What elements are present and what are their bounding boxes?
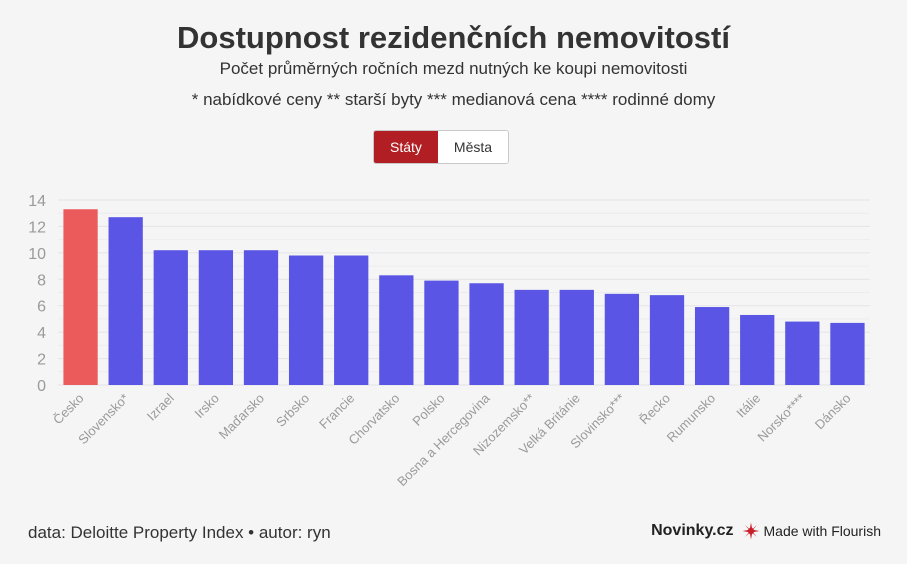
x-tick-label: Francie: [316, 391, 357, 432]
bar[interactable]: [604, 293, 640, 385]
bar[interactable]: [379, 275, 414, 385]
view-toggle: Státy Města: [373, 130, 510, 164]
footer-brand: Novinky.cz Made with Flourish: [651, 522, 881, 540]
bar[interactable]: [694, 307, 730, 385]
x-tick-label: Maďarsko: [216, 391, 268, 443]
bar[interactable]: [740, 314, 775, 385]
y-tick-label: 6: [37, 299, 46, 316]
y-tick-label: 10: [28, 246, 46, 263]
bar[interactable]: [198, 250, 234, 385]
y-tick-label: 2: [37, 352, 46, 369]
x-tick-label: Izrael: [144, 390, 177, 423]
chart-footnote-legend: * nabídkové ceny ** starší byty *** medi…: [191, 90, 716, 109]
bar[interactable]: [785, 321, 820, 385]
x-tick-label: Rumunsko: [664, 391, 719, 446]
toggle-states-button[interactable]: Státy: [374, 131, 438, 163]
x-tick-label: Česko: [50, 391, 87, 428]
bar[interactable]: [514, 289, 549, 385]
chart-title: Dostupnost rezidenčních nemovitostí: [177, 20, 730, 55]
y-tick-label: 14: [28, 193, 46, 210]
flourish-credit[interactable]: Made with Flourish: [742, 522, 882, 540]
bar[interactable]: [334, 255, 369, 386]
y-tick-label: 12: [28, 219, 46, 236]
bar[interactable]: [63, 209, 98, 385]
x-tick-label: Polsko: [409, 391, 447, 429]
novinky-logo[interactable]: Novinky.cz: [651, 522, 734, 539]
bar[interactable]: [424, 280, 459, 385]
x-tick-label: Itálie: [733, 391, 763, 421]
y-tick-label: 8: [37, 272, 46, 289]
bar[interactable]: [559, 289, 594, 385]
flourish-icon: [742, 522, 759, 540]
bar[interactable]: [108, 217, 143, 385]
x-tick-label: Norsko****: [754, 391, 808, 445]
y-tick-label: 4: [37, 325, 46, 342]
chart-subtitle: Počet průměrných ročních mezd nutných ke…: [219, 59, 688, 78]
x-tick-label: Srbsko: [273, 391, 312, 430]
bar[interactable]: [830, 322, 865, 385]
x-tick-label: Dánsko: [812, 391, 854, 433]
bar[interactable]: [649, 295, 685, 385]
flourish-label: Made with Flourish: [763, 523, 882, 539]
y-tick-label: 0: [37, 378, 46, 395]
bar[interactable]: [243, 250, 279, 385]
x-tick-label: Řecko: [636, 391, 673, 428]
bar[interactable]: [469, 283, 504, 385]
toggle-cities-button[interactable]: Města: [437, 131, 509, 163]
bar[interactable]: [153, 250, 188, 385]
bar[interactable]: [288, 255, 324, 386]
x-tick-label: Irsko: [191, 391, 222, 422]
source-credit: data: Deloitte Property Index • autor: r…: [28, 523, 331, 542]
